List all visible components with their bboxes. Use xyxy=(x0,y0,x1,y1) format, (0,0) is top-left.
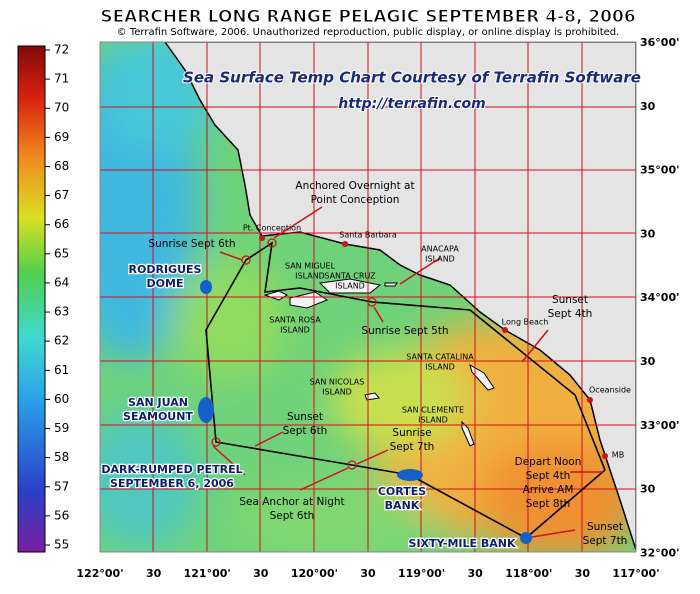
place-label: ISLAND xyxy=(418,416,448,425)
colorbar-label: 65 xyxy=(54,246,69,260)
place-label: SAN NICOLAS xyxy=(310,378,365,387)
note-label: Sept 7th xyxy=(390,441,435,453)
place-label: Long Beach xyxy=(502,318,549,327)
note-label: Sept 4th xyxy=(526,470,571,482)
feature-label: DARK-RUMPED PETREL xyxy=(101,463,242,476)
place-label: SAN MIGUEL xyxy=(285,262,336,271)
url: http://terrafin.com xyxy=(338,96,485,112)
courtesy: Sea Surface Temp Chart Courtesy of Terra… xyxy=(183,69,641,87)
feature-label: SEPTEMBER 6, 2006 xyxy=(110,477,234,490)
place-label: ISLAND xyxy=(322,388,352,397)
banks xyxy=(198,280,532,544)
feature-label: SIXTY-MILE BANK xyxy=(409,537,516,550)
longitude-label: 30 xyxy=(468,567,484,580)
colorbar-label: 72 xyxy=(54,43,69,57)
colorbar-label: 64 xyxy=(54,275,69,289)
colorbar-label: 61 xyxy=(54,363,69,377)
place-label: SANTA CATALINA xyxy=(406,353,474,362)
note-label: Sept 4th xyxy=(548,308,593,320)
place-label: SAN CLEMENTE xyxy=(402,406,464,415)
latitude-label: 30 xyxy=(640,227,656,240)
latitude-label: 34°00' xyxy=(640,291,679,304)
feature-label: SEAMOUNT xyxy=(123,410,193,423)
colorbar-label: 57 xyxy=(54,479,69,493)
color-bar xyxy=(17,45,46,553)
note-label: Sunrise Sept 5th xyxy=(361,325,448,337)
title: SEARCHER LONG RANGE PELAGIC SEPTEMBER 4-… xyxy=(100,7,635,27)
colorbar-label: 69 xyxy=(54,130,69,144)
place-label: ISLAND xyxy=(280,326,310,335)
longitude-label: 30 xyxy=(575,567,591,580)
note-label: Sept 8th xyxy=(526,498,571,510)
feature-label: RODRIGUES xyxy=(129,263,202,276)
note-label: Sea Anchor at Night xyxy=(239,496,344,508)
towns xyxy=(259,235,608,459)
place-label: ANACAPA xyxy=(421,245,459,254)
place-label: SANTA ROSA xyxy=(269,316,321,325)
longitude-label: 117°00' xyxy=(612,567,659,580)
sea-surface xyxy=(100,42,636,552)
longitude-label: 121°00' xyxy=(184,567,231,580)
colorbar-label: 68 xyxy=(54,159,69,173)
note-label: Sept 6th xyxy=(283,425,328,437)
colorbar-label: 63 xyxy=(54,305,69,319)
colorbar-label: 56 xyxy=(54,508,69,522)
place-label: Pt. Conception xyxy=(243,224,301,233)
colorbar-label: 58 xyxy=(54,450,69,464)
note-label: Anchored Overnight at xyxy=(295,180,414,192)
feature-label: BANK xyxy=(385,499,420,512)
colorbar-label: 55 xyxy=(54,538,69,552)
longitude-label: 122°00' xyxy=(76,567,123,580)
latitude-label: 36°00' xyxy=(640,36,679,49)
colorbar-label: 66 xyxy=(54,217,69,231)
longitude-label: 30 xyxy=(146,567,162,580)
latitude-label: 30 xyxy=(640,100,656,113)
longitude-label: 119°00' xyxy=(398,567,445,580)
place-label: ISLAND xyxy=(295,272,325,281)
place-label: ISLAND xyxy=(425,255,455,264)
latitude-label: 32°00' xyxy=(640,546,679,559)
copyright: © Terrafin Software, 2006. Unauthorized … xyxy=(117,27,620,38)
longitude-label: 118°00' xyxy=(505,567,552,580)
arrows xyxy=(212,206,603,538)
note-label: Sunrise xyxy=(392,427,431,439)
note-label: Point Conception xyxy=(311,194,400,206)
note-label: Arrive AM xyxy=(523,484,574,496)
feature-label: CORTES xyxy=(378,485,426,498)
note-label: Sunset xyxy=(587,521,623,533)
place-label: ISLAND xyxy=(425,363,455,372)
longitude-label: 120°00' xyxy=(291,567,338,580)
longitude-label: 30 xyxy=(253,567,269,580)
colorbar-label: 67 xyxy=(54,188,69,202)
feature-label: DOME xyxy=(147,277,184,290)
colorbar-label: 62 xyxy=(54,334,69,348)
note-label: Sept 6th xyxy=(270,510,315,522)
latitude-label: 35°00' xyxy=(640,164,679,177)
place-label: ISLAND xyxy=(335,282,365,291)
latitude-label: 33°00' xyxy=(640,419,679,432)
colorbar-label: 60 xyxy=(54,392,69,406)
place-label: MB xyxy=(612,451,624,460)
note-label: Sunset xyxy=(552,294,588,306)
longitude-label: 30 xyxy=(360,567,376,580)
colorbar-label: 59 xyxy=(54,421,69,435)
place-label: Santa Barbara xyxy=(339,231,397,240)
feature-label: SAN JUAN xyxy=(128,396,188,409)
place-label: SANTA CRUZ xyxy=(324,272,376,281)
place-label: Oceanside xyxy=(589,386,631,395)
latitude-label: 30 xyxy=(640,483,656,496)
colorbar-label: 70 xyxy=(54,101,69,115)
note-label: Sept 7th xyxy=(583,535,628,547)
note-label: Sunrise Sept 6th xyxy=(148,238,235,250)
colorbar-label: 71 xyxy=(54,72,69,86)
latitude-label: 30 xyxy=(640,355,656,368)
graticule xyxy=(100,42,636,552)
note-label: Sunset xyxy=(287,411,323,423)
note-label: Depart Noon xyxy=(515,456,582,468)
